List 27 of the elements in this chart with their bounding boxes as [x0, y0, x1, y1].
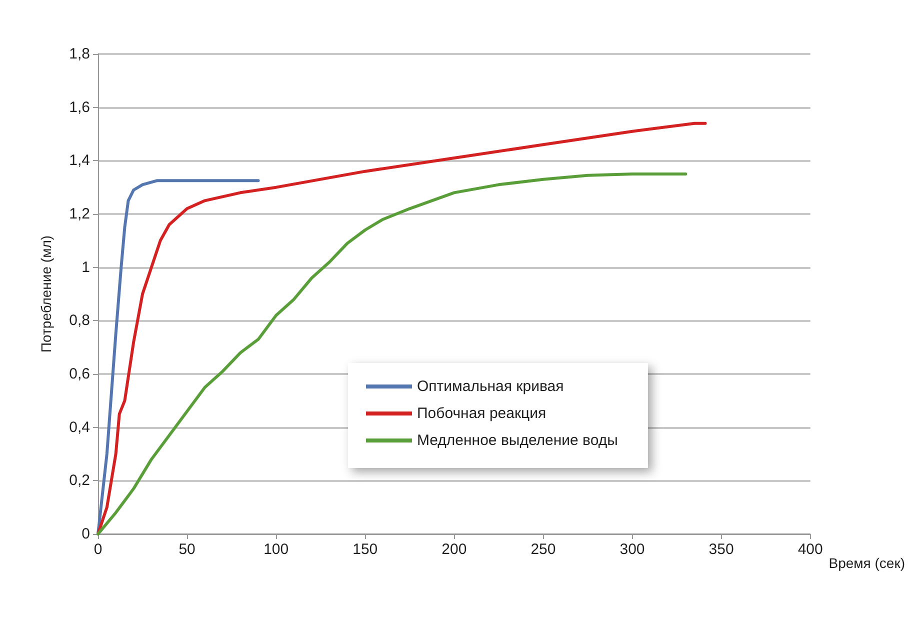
x-tick-label: 100 — [264, 541, 289, 558]
y-tick-label: 0,4 — [69, 418, 90, 436]
y-tick-label: 1,8 — [69, 46, 90, 62]
y-tick-label: 0,8 — [69, 312, 90, 330]
y-tick-label: 1,4 — [69, 152, 90, 170]
y-tick-label: 1,6 — [69, 98, 90, 116]
y-axis-title: Потребление (мл) — [38, 235, 54, 353]
legend-label: Оптимальная кривая — [417, 378, 564, 395]
x-tick-label: 150 — [352, 541, 378, 558]
x-tick-label: 250 — [530, 541, 556, 558]
line-series — [96, 122, 707, 536]
y-tick-label: 0,2 — [69, 472, 90, 490]
legend-label: Побочная реакция — [417, 405, 546, 422]
x-axis-title: Время (сек) — [828, 555, 905, 571]
x-tick-label: 50 — [178, 541, 196, 558]
line-series — [96, 179, 260, 536]
x-tick-label: 0 — [94, 541, 102, 558]
x-tick-label: 200 — [442, 541, 467, 558]
y-tick-label: 0 — [82, 526, 90, 542]
x-tick-label: 350 — [708, 541, 734, 558]
x-tick-label: 300 — [620, 541, 645, 558]
x-tick-label: 400 — [798, 541, 823, 558]
y-tick-label: 0,6 — [69, 366, 90, 382]
y-tick-label: 1 — [82, 258, 90, 276]
y-tick-label: 1,2 — [69, 206, 90, 222]
legend-label: Медленное выделение воды — [417, 432, 618, 449]
line-series — [96, 172, 688, 536]
